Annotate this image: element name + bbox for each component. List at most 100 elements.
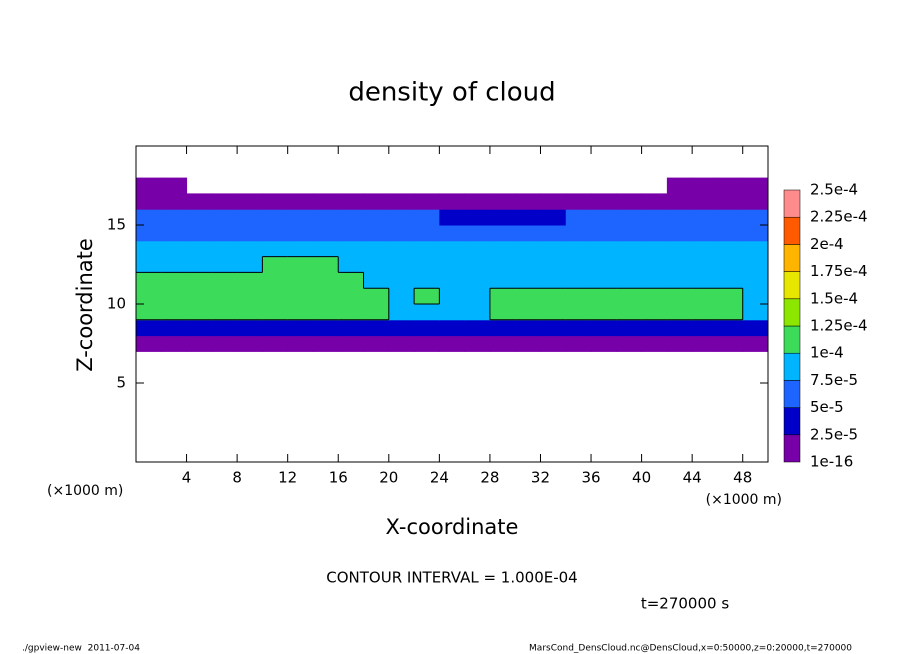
field-cell	[262, 240, 289, 258]
field-cell	[540, 240, 567, 258]
field-cell	[439, 304, 466, 321]
field-cell	[338, 240, 365, 258]
field-cell	[717, 225, 744, 242]
field-cell	[262, 304, 289, 321]
chart-title: density of cloud	[348, 78, 555, 108]
field-cell	[186, 319, 213, 337]
y-axis-label: Z-coordinate	[73, 238, 97, 372]
field-cell	[186, 193, 213, 210]
field-cell	[363, 319, 390, 337]
field-cell	[591, 288, 617, 305]
field-cell	[565, 225, 592, 242]
field-cell	[136, 288, 162, 305]
field-cell	[591, 304, 617, 321]
field-cell	[388, 304, 415, 321]
y-tick-label: 5	[116, 374, 126, 392]
field-cell	[338, 319, 365, 337]
field-cell	[287, 193, 314, 210]
field-cell	[186, 304, 213, 321]
field-cell	[742, 225, 769, 242]
field-cell	[515, 240, 541, 258]
field-cell	[363, 304, 390, 321]
field-cell	[717, 272, 744, 289]
field-cell	[136, 177, 162, 194]
field-cell	[136, 193, 162, 210]
colorbar-box	[783, 407, 801, 436]
field-cell	[211, 225, 238, 242]
contour-interval: CONTOUR INTERVAL = 1.000E-04	[326, 569, 577, 587]
field-cell	[161, 272, 188, 289]
field-cell	[742, 304, 769, 321]
field-cell	[312, 304, 339, 321]
field-cell	[717, 177, 744, 194]
field-cell	[439, 225, 466, 242]
field-cell	[338, 225, 365, 242]
colorbar-box	[783, 298, 801, 327]
field-cell	[136, 335, 162, 352]
field-cell	[388, 240, 415, 258]
field-cell	[363, 225, 390, 242]
field-cell	[540, 225, 567, 242]
field-cell	[692, 335, 718, 352]
x-axis-label: X-coordinate	[386, 515, 519, 539]
field-cell	[692, 256, 718, 273]
field-cell	[338, 193, 365, 210]
field-cell	[489, 193, 516, 210]
footer-right: MarsCond_DensCloud.nc@DensCloud,x=0:5000…	[529, 644, 852, 654]
field-cell	[211, 256, 238, 273]
field-cell	[641, 209, 668, 226]
colorbar-label: 2.5e-4	[810, 181, 858, 199]
field-cell	[464, 193, 491, 210]
field-cell	[666, 319, 693, 337]
field-cell	[338, 209, 365, 226]
field-cell	[591, 193, 617, 210]
field-cell	[161, 225, 188, 242]
field-cell	[565, 193, 592, 210]
colorbar-box	[783, 189, 801, 218]
field-cell	[666, 225, 693, 242]
field-cell	[414, 256, 440, 273]
field-cell	[186, 209, 213, 226]
field-cell	[312, 209, 339, 226]
field-cell	[591, 256, 617, 273]
field-cell	[692, 304, 718, 321]
field-cell	[717, 240, 744, 258]
field-cell	[616, 240, 643, 258]
field-cell	[717, 319, 744, 337]
field-cell	[237, 335, 263, 352]
field-cell	[540, 256, 567, 273]
field-cell	[211, 193, 238, 210]
colorbar-label: 2.5e-5	[810, 425, 858, 443]
field-cell	[388, 319, 415, 337]
field-cell	[388, 272, 415, 289]
field-cell	[186, 256, 213, 273]
field-cell	[666, 335, 693, 352]
field-cell	[136, 304, 162, 321]
field-cell	[591, 319, 617, 337]
field-cell	[616, 256, 643, 273]
x-tick-label: 44	[683, 469, 702, 487]
field-cell	[237, 193, 263, 210]
field-cell	[237, 209, 263, 226]
field-cell	[464, 335, 491, 352]
field-cell	[565, 304, 592, 321]
field-cell	[338, 256, 365, 273]
field-cell	[363, 240, 390, 258]
field-cell	[211, 319, 238, 337]
field-cell	[262, 256, 289, 273]
field-cell	[641, 193, 668, 210]
field-cell	[211, 209, 238, 226]
field-cell	[237, 304, 263, 321]
colorbar-label: 2e-4	[810, 235, 844, 253]
field-cell	[515, 256, 541, 273]
field-cell	[237, 240, 263, 258]
time-label: t=270000 s	[641, 595, 729, 613]
field-cell	[161, 288, 188, 305]
field-cell	[565, 288, 592, 305]
x-tick-label: 16	[329, 469, 348, 487]
field-cell	[211, 288, 238, 305]
x-tick-label: 8	[232, 469, 242, 487]
colorbar-box	[783, 271, 801, 300]
field-cell	[591, 335, 617, 352]
